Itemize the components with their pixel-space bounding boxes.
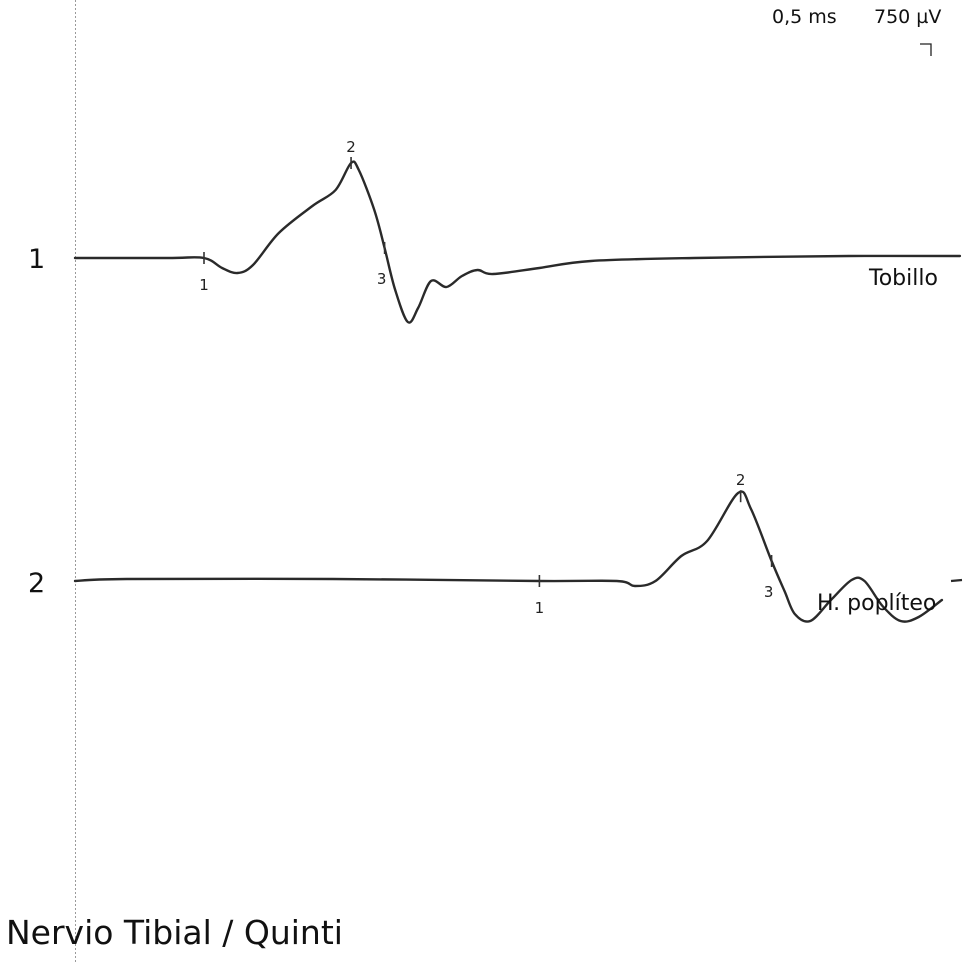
- traces-group: 1 2 3 1 2 3: [73, 138, 963, 623]
- marker-label-1-3: 3: [377, 270, 387, 288]
- trace-line-1: [73, 160, 962, 324]
- trace-line-2: [73, 490, 944, 623]
- marker-label-2-3: 3: [764, 583, 774, 601]
- trace-site-label-2: H. poplíteo: [817, 591, 937, 616]
- scale-marker-icon: [920, 43, 932, 56]
- marker-label-2-1: 1: [535, 599, 545, 617]
- trace-end-tick-2: [950, 578, 963, 583]
- marker-label-2-2: 2: [736, 471, 746, 489]
- trace-number-2: 2: [28, 568, 46, 599]
- trace-site-label-1: Tobillo: [869, 266, 938, 291]
- trace-number-1: 1: [28, 244, 46, 275]
- time-scale-label: 0,5 ms: [772, 6, 837, 28]
- marker-label-1-1: 1: [199, 276, 209, 294]
- amplitude-scale-label: 750 µV: [874, 6, 942, 28]
- page-title: Nervio Tibial / Quinti: [6, 913, 343, 952]
- marker-label-1-2: 2: [346, 138, 356, 156]
